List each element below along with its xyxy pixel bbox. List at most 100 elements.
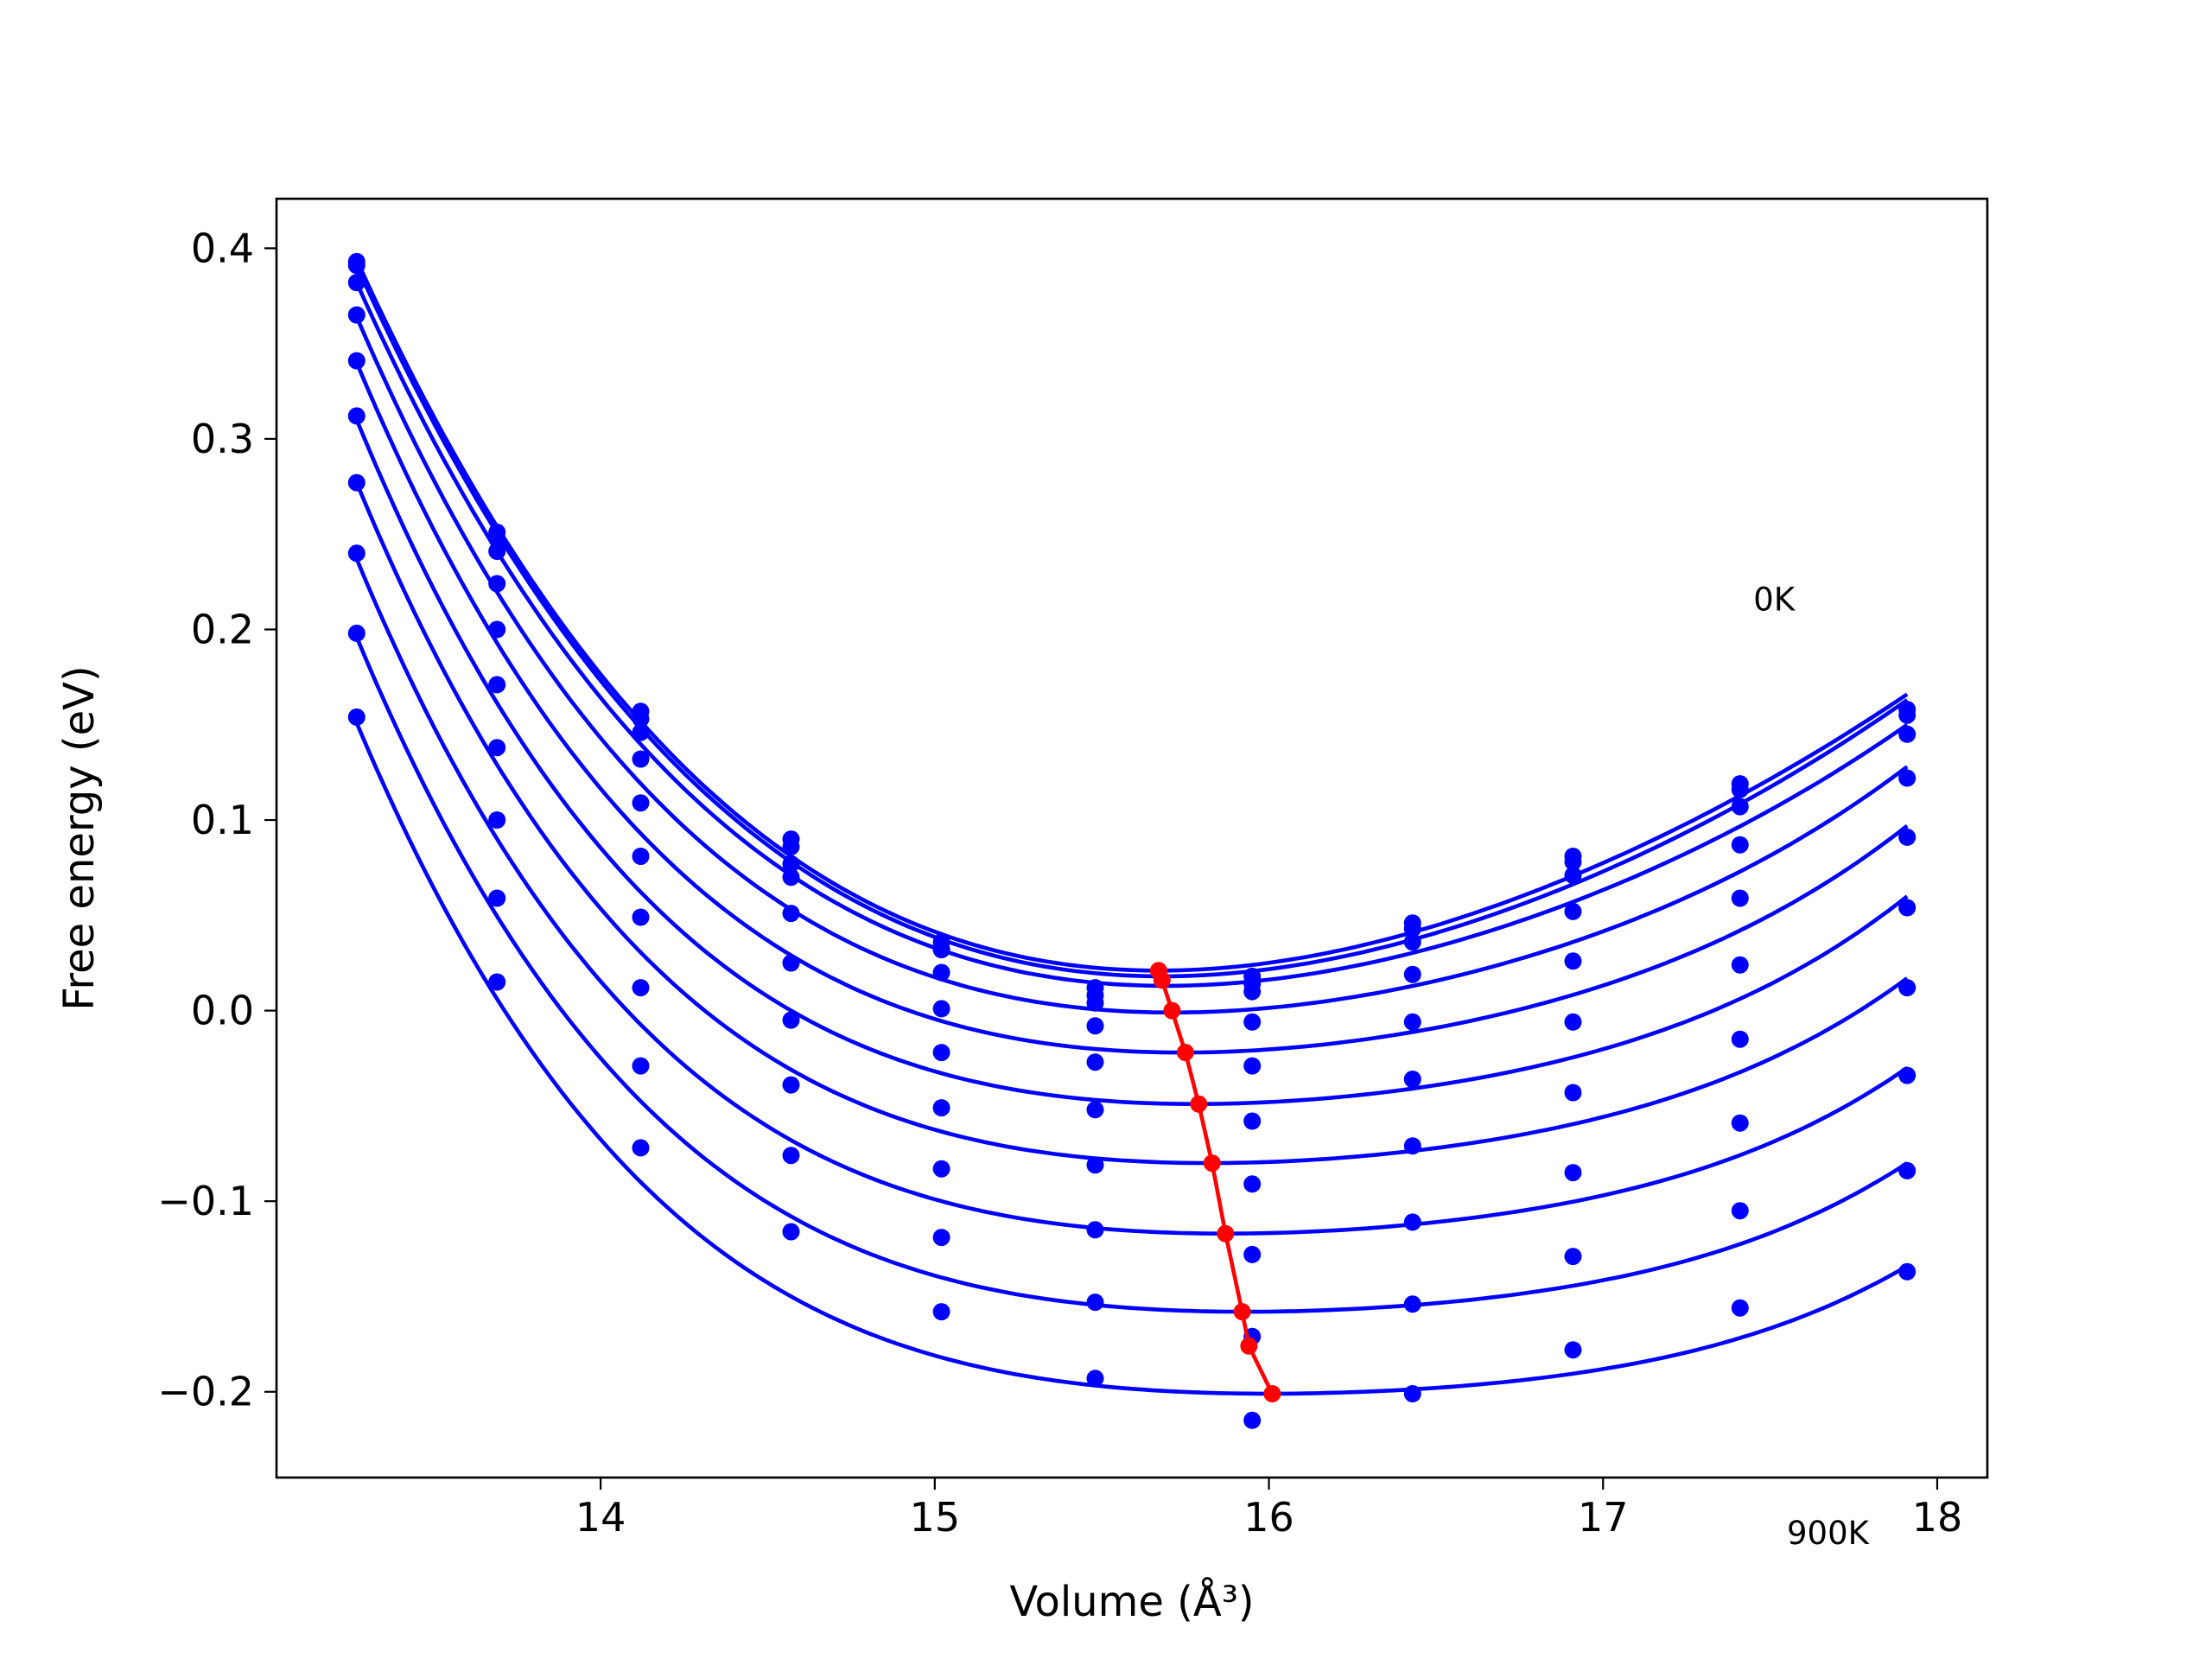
fit-curve — [354, 481, 1909, 1166]
data-point — [347, 474, 365, 492]
data-point — [347, 544, 365, 563]
y-tick-label: 0.3 — [191, 416, 254, 462]
minimum-point — [1163, 1001, 1181, 1020]
data-point — [1564, 867, 1582, 884]
annotation-900k: 900K — [1787, 1515, 1871, 1552]
data-point — [1403, 933, 1421, 951]
data-point — [1243, 1245, 1262, 1263]
fit-curve — [354, 264, 1909, 979]
data-point — [1898, 1161, 1916, 1179]
data-point — [1731, 889, 1749, 907]
data-point — [632, 750, 650, 768]
data-point — [488, 739, 506, 757]
minimum-point — [1217, 1224, 1235, 1243]
data-point — [1243, 1013, 1262, 1031]
data-point — [1243, 982, 1262, 1001]
data-point — [782, 868, 800, 887]
data-point — [632, 1057, 650, 1075]
data-point — [347, 306, 365, 324]
data-point — [1731, 1299, 1749, 1317]
data-point — [632, 908, 650, 926]
data-point — [1403, 919, 1421, 938]
data-point — [932, 1099, 950, 1117]
data-point — [1898, 979, 1916, 997]
data-point — [1243, 1057, 1262, 1075]
data-point — [1086, 1221, 1104, 1239]
data-point — [1731, 1202, 1749, 1220]
data-point — [1731, 1114, 1749, 1132]
data-point — [488, 620, 506, 639]
fit-curve — [354, 361, 1909, 1055]
data-point — [1898, 706, 1916, 724]
minimum-point — [1203, 1154, 1221, 1173]
data-point — [1731, 780, 1749, 798]
fit-curve — [354, 315, 1909, 1015]
x-axis-ticks: 14 15 16 17 18 — [575, 1478, 1962, 1541]
minimum-line — [1149, 962, 1281, 1402]
data-point — [488, 973, 506, 991]
data-point — [932, 1303, 950, 1321]
y-axis-label: Free energy (eV) — [55, 665, 104, 1010]
data-point — [1086, 1053, 1104, 1071]
minimum-curve — [1156, 969, 1274, 1395]
data-point — [488, 529, 506, 547]
annotation-0k: 0K — [1753, 581, 1796, 618]
x-tick-label: 17 — [1578, 1494, 1629, 1541]
data-points — [347, 252, 1916, 1429]
x-tick-label: 16 — [1243, 1494, 1294, 1541]
x-axis-label: Volume (Å³) — [1009, 1577, 1254, 1626]
data-point — [347, 257, 365, 275]
data-point — [782, 954, 800, 972]
data-point — [932, 1000, 950, 1018]
y-tick-label: 0.0 — [191, 988, 254, 1034]
data-point — [932, 1160, 950, 1178]
data-point — [1898, 899, 1916, 917]
fit-curves — [354, 258, 1909, 1396]
data-point — [1898, 769, 1916, 787]
fit-curve — [354, 721, 1909, 1396]
x-tick-label: 15 — [910, 1494, 961, 1541]
data-point — [632, 1139, 650, 1157]
data-point — [932, 941, 950, 958]
data-point — [932, 1229, 950, 1247]
data-point — [1086, 994, 1104, 1012]
data-point — [1243, 1411, 1262, 1429]
y-tick-label: 0.1 — [191, 797, 254, 843]
data-point — [1403, 1295, 1421, 1313]
minimum-point — [1153, 971, 1171, 989]
data-point — [1564, 1013, 1582, 1031]
y-axis-ticks: −0.2 −0.1 0.0 0.1 0.2 0.3 0.4 — [157, 225, 276, 1415]
data-point — [1564, 902, 1582, 920]
data-point — [1403, 1071, 1421, 1088]
data-point — [1086, 1101, 1104, 1119]
data-point — [782, 855, 800, 873]
data-point — [347, 708, 365, 726]
data-point — [1403, 1137, 1421, 1155]
data-point — [1564, 952, 1582, 970]
fit-curve — [354, 419, 1909, 1106]
data-point — [488, 575, 506, 593]
data-point — [488, 543, 506, 560]
data-point — [632, 723, 650, 741]
data-point — [1086, 1017, 1104, 1035]
data-point — [347, 624, 365, 642]
data-point — [1898, 1066, 1916, 1084]
data-point — [1731, 798, 1749, 816]
data-point — [1564, 1341, 1582, 1359]
data-point — [1731, 836, 1749, 854]
fit-curve — [354, 282, 1909, 988]
data-point — [347, 274, 365, 291]
minimum-point — [1263, 1385, 1281, 1402]
data-point — [1403, 1385, 1421, 1402]
data-point — [1403, 965, 1421, 983]
minimum-point — [1233, 1303, 1251, 1321]
minimum-point — [1176, 1044, 1194, 1062]
data-point — [782, 905, 800, 923]
data-point — [1564, 853, 1582, 871]
fit-curve — [354, 558, 1909, 1236]
data-point — [1731, 1030, 1749, 1048]
y-tick-label: 0.2 — [191, 606, 254, 652]
data-point — [632, 848, 650, 865]
